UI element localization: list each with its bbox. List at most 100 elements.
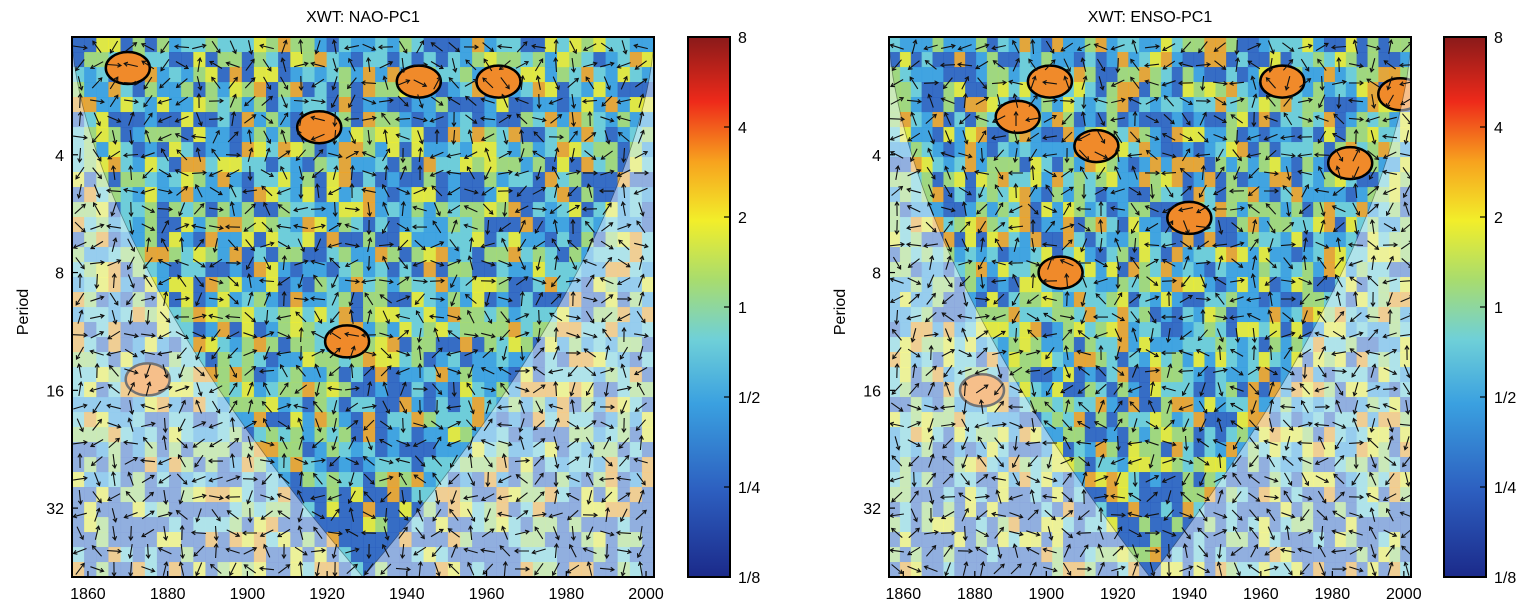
phase-arrow bbox=[348, 507, 355, 522]
power-cell bbox=[84, 172, 97, 188]
phase-arrow bbox=[107, 422, 122, 429]
power-cell bbox=[1226, 382, 1238, 398]
power-cell bbox=[1030, 202, 1042, 218]
power-cell bbox=[910, 457, 923, 473]
phase-arrow bbox=[1008, 79, 1023, 86]
power-cell bbox=[217, 337, 231, 353]
phase-arrow bbox=[1012, 148, 1018, 163]
power-cell bbox=[1247, 142, 1260, 158]
power-cell bbox=[617, 457, 631, 473]
phase-arrow bbox=[586, 526, 594, 541]
power-cell bbox=[532, 532, 546, 548]
power-cell bbox=[965, 52, 977, 68]
power-cell bbox=[557, 547, 570, 563]
power-cell bbox=[943, 307, 955, 323]
power-cell bbox=[629, 157, 643, 173]
power-cell bbox=[932, 82, 944, 98]
phase-arrow bbox=[262, 58, 272, 72]
power-cell bbox=[1204, 547, 1216, 563]
power-cell bbox=[1302, 37, 1314, 53]
phase-arrow bbox=[1181, 112, 1191, 126]
phase-arrow bbox=[1130, 220, 1139, 235]
power-cell bbox=[1280, 97, 1292, 113]
power-cell bbox=[593, 97, 607, 113]
power-cell bbox=[460, 307, 473, 323]
phase-arrow bbox=[943, 274, 953, 288]
power-cell bbox=[1106, 277, 1118, 293]
phase-arrow bbox=[620, 400, 628, 415]
power-cell bbox=[472, 232, 485, 248]
phase-arrow bbox=[638, 93, 645, 108]
power-cell bbox=[593, 202, 607, 218]
phase-arrow bbox=[586, 490, 593, 505]
phase-arrow bbox=[1280, 135, 1295, 141]
phase-arrow bbox=[467, 255, 474, 270]
phase-arrow bbox=[293, 403, 308, 410]
power-cell bbox=[132, 232, 146, 248]
power-cell bbox=[1106, 247, 1118, 263]
power-cell bbox=[387, 397, 400, 413]
phase-arrow bbox=[327, 385, 342, 392]
x-tick-label: 1980 bbox=[549, 586, 585, 603]
power-cell bbox=[229, 397, 243, 413]
phase-arrow bbox=[1080, 292, 1087, 307]
power-cell bbox=[997, 247, 1010, 263]
phase-arrow bbox=[195, 292, 203, 307]
power-cell bbox=[1063, 457, 1075, 473]
phase-arrow bbox=[975, 96, 990, 105]
power-cell bbox=[921, 202, 934, 218]
power-cell bbox=[217, 37, 231, 53]
phase-arrow bbox=[1265, 202, 1277, 215]
phase-arrow bbox=[175, 61, 190, 70]
phase-arrow bbox=[128, 201, 134, 218]
phase-arrow bbox=[1217, 220, 1224, 235]
phase-arrow bbox=[77, 147, 83, 164]
phase-arrow bbox=[451, 111, 457, 128]
power-cell bbox=[1008, 187, 1021, 203]
phase-arrow bbox=[582, 170, 599, 176]
power-cell bbox=[1237, 247, 1249, 263]
phase-arrow bbox=[906, 98, 923, 104]
phase-arrow bbox=[297, 238, 305, 253]
power-cell bbox=[241, 37, 255, 53]
power-cell bbox=[986, 322, 999, 338]
power-cell bbox=[544, 322, 558, 338]
power-cell bbox=[435, 247, 449, 263]
phase-arrow bbox=[566, 204, 581, 213]
significance-contour bbox=[1326, 145, 1374, 181]
phase-arrow bbox=[241, 530, 257, 536]
power-cell bbox=[1356, 262, 1369, 278]
power-cell bbox=[1008, 397, 1021, 413]
phase-arrow bbox=[891, 59, 902, 72]
power-cell bbox=[544, 547, 558, 563]
phase-arrow bbox=[1164, 220, 1174, 234]
phase-arrow bbox=[923, 243, 938, 249]
power-cell bbox=[1324, 352, 1336, 368]
power-cell bbox=[1258, 442, 1271, 458]
power-cell bbox=[581, 502, 594, 518]
power-cell bbox=[350, 37, 364, 53]
power-cell bbox=[1258, 142, 1271, 158]
phase-arrow bbox=[638, 434, 644, 451]
phase-arrow bbox=[382, 129, 388, 144]
power-cell bbox=[932, 172, 944, 188]
power-cell bbox=[1063, 247, 1075, 263]
power-cell bbox=[205, 532, 219, 548]
power-cell bbox=[1128, 517, 1140, 533]
phase-arrow bbox=[106, 350, 121, 357]
power-cell bbox=[460, 352, 473, 368]
power-cell bbox=[1367, 337, 1379, 353]
phase-arrow bbox=[484, 310, 493, 325]
phase-arrow bbox=[294, 259, 309, 266]
power-cell bbox=[1356, 502, 1369, 518]
phase-arrow bbox=[178, 399, 186, 414]
power-cell bbox=[1313, 352, 1325, 368]
power-cell bbox=[193, 547, 206, 563]
power-cell bbox=[84, 517, 97, 533]
power-cell bbox=[1367, 232, 1379, 248]
phase-arrow bbox=[1213, 115, 1228, 124]
phase-arrow bbox=[396, 79, 411, 87]
phase-arrow bbox=[413, 187, 428, 195]
phase-arrow bbox=[497, 188, 514, 194]
power-cell bbox=[1247, 367, 1260, 383]
